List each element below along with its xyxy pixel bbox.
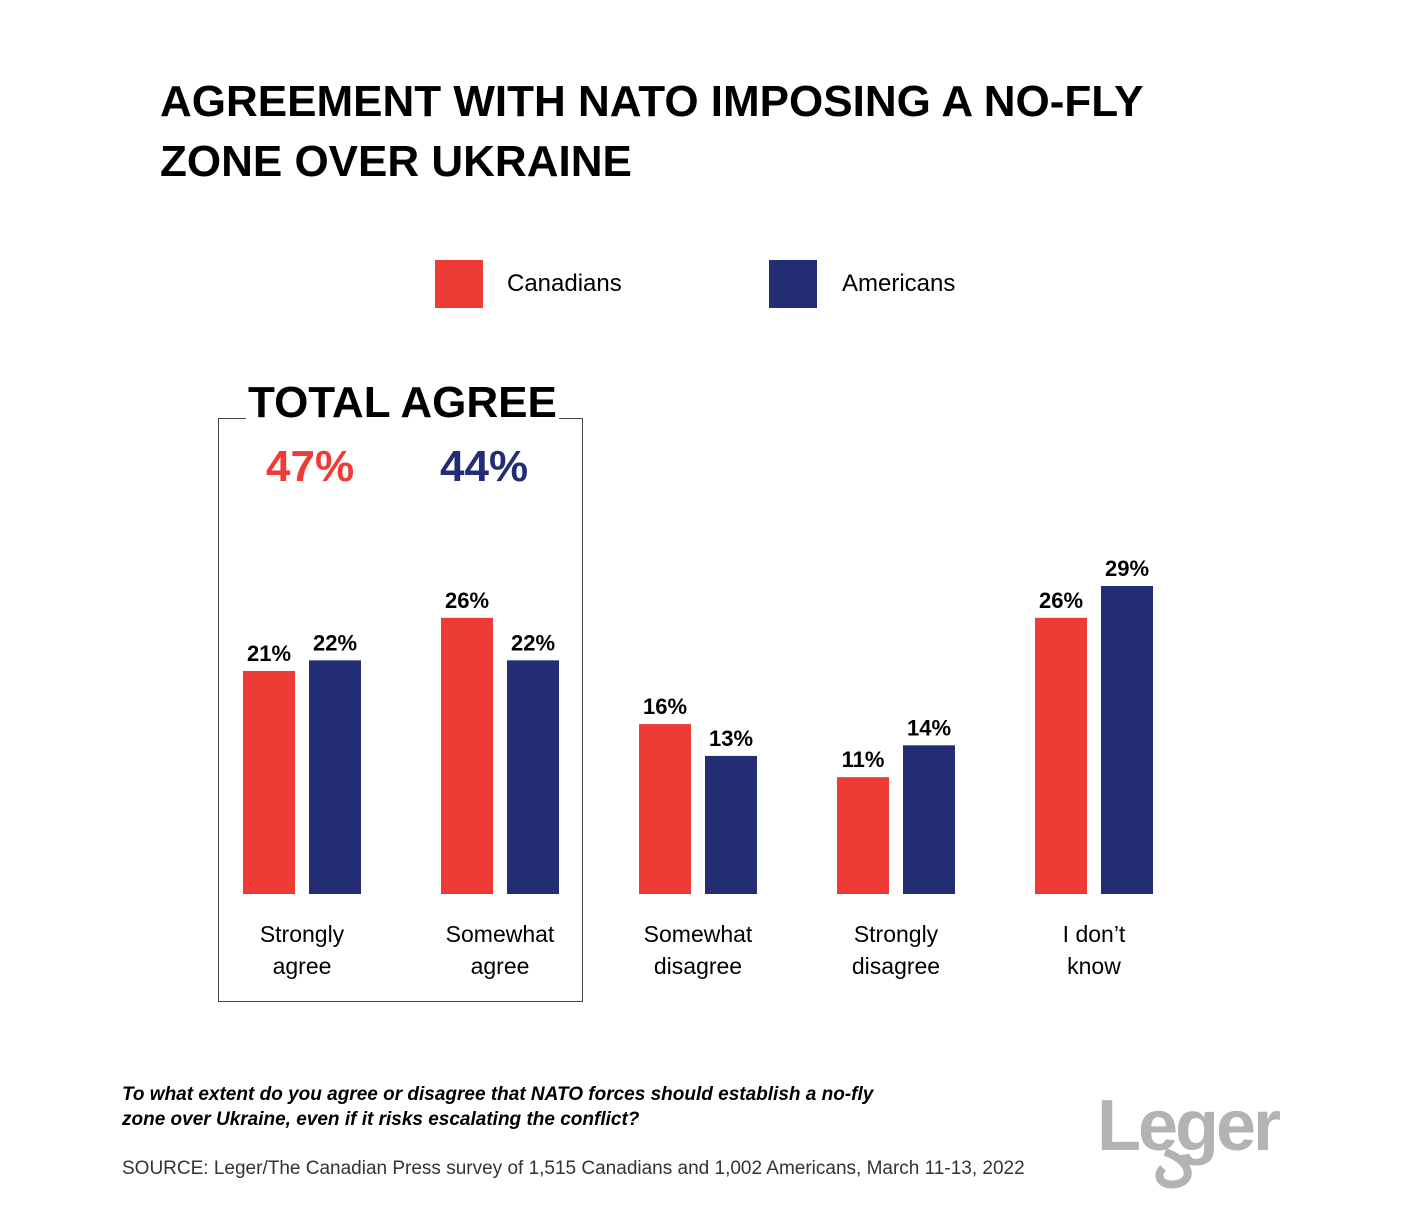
bar-canadians-3 <box>837 777 889 894</box>
bar-canadians-2 <box>639 724 691 894</box>
leger-logo-text: Leger <box>1097 1086 1280 1166</box>
category-label-2-line-1: disagree <box>654 953 742 979</box>
legend: Canadians Americans <box>0 260 1402 310</box>
legend-label-americans: Americans <box>842 270 956 297</box>
data-label-canadians-1: 26% <box>445 588 489 613</box>
bar-canadians-4 <box>1035 617 1087 894</box>
bar-americans-2 <box>705 755 757 894</box>
data-label-canadians-4: 26% <box>1039 588 1083 613</box>
category-label-4-line-0: I don’t <box>1063 921 1126 947</box>
chart-title: AGREEMENT WITH NATO IMPOSING A NO-FLY ZO… <box>160 77 1143 186</box>
bar-canadians-1 <box>441 617 493 894</box>
leger-logo-swash <box>1155 1148 1192 1189</box>
bar-americans-4 <box>1101 586 1153 894</box>
total-agree-label: TOTAL AGREE <box>246 378 559 428</box>
leger-logo: Leger <box>1095 1080 1295 1190</box>
category-label-3-line-0: Strongly <box>854 921 939 947</box>
bar-americans-0 <box>309 660 361 894</box>
data-label-canadians-2: 16% <box>643 694 687 719</box>
category-label-0-line-0: Strongly <box>260 921 345 947</box>
legend-swatch-canadians <box>435 260 483 308</box>
data-label-americans-0: 22% <box>313 630 357 655</box>
category-label-2-line-0: Somewhat <box>644 921 753 947</box>
total-agree-canadians: 47% <box>266 442 355 491</box>
category-label-1-line-1: agree <box>471 953 530 979</box>
data-label-canadians-3: 11% <box>842 747 885 772</box>
data-label-americans-1: 22% <box>511 630 555 655</box>
category-label-1-line-0: Somewhat <box>446 921 555 947</box>
data-label-americans-3: 14% <box>907 715 951 740</box>
data-label-americans-4: 29% <box>1105 556 1149 581</box>
total-agree-americans: 44% <box>440 442 529 491</box>
data-label-canadians-0: 21% <box>247 641 291 666</box>
legend-label-canadians: Canadians <box>507 270 622 297</box>
bar-americans-3 <box>903 745 955 894</box>
bar-canadians-0 <box>243 670 295 894</box>
category-label-0-line-1: agree <box>273 953 332 979</box>
data-label-americans-2: 13% <box>709 726 753 751</box>
category-label-4-line-1: know <box>1067 953 1121 979</box>
bar-americans-1 <box>507 660 559 894</box>
legend-swatch-americans <box>769 260 817 308</box>
leger-logo-graphic: Leger <box>1097 1086 1283 1189</box>
source-note: SOURCE: Leger/The Canadian Press survey … <box>122 1158 1025 1179</box>
category-label-3-line-1: disagree <box>852 953 940 979</box>
survey-question: To what extent do you agree or disagree … <box>122 1084 874 1130</box>
